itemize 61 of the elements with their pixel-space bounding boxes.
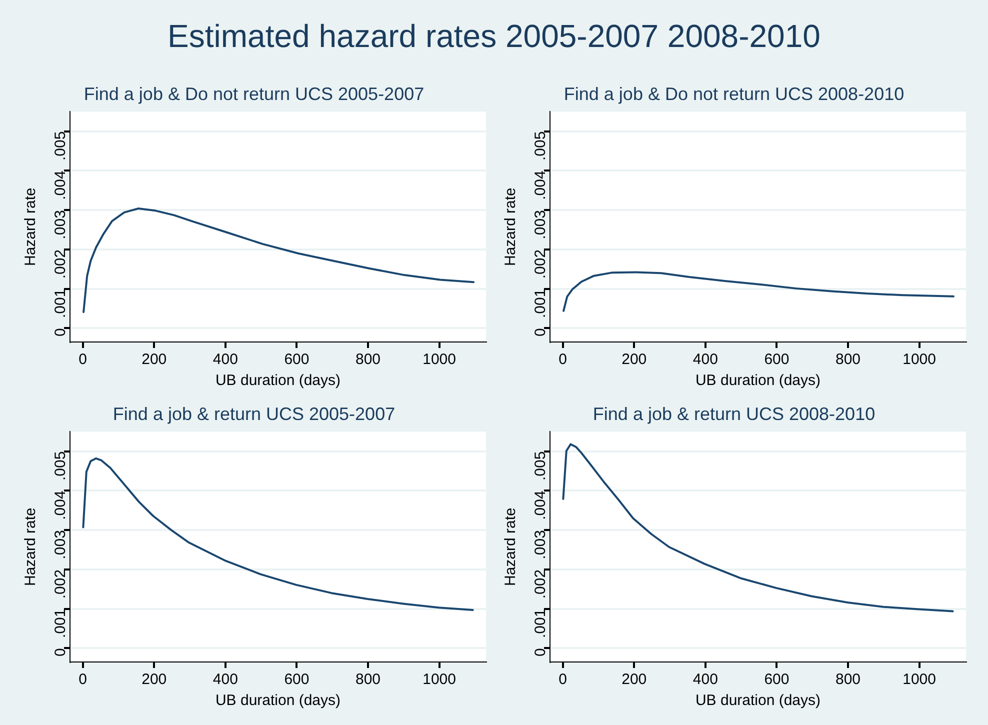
x-tick-label: 400	[692, 671, 718, 688]
y-tick-label: .002	[52, 249, 70, 279]
y-tick-label: .002	[532, 569, 550, 599]
x-tick-label: 800	[835, 671, 861, 688]
y-tick-label: .002	[52, 569, 70, 599]
x-tick-label: 200	[142, 351, 167, 368]
y-tick-label: .003	[532, 210, 550, 240]
x-tick-label: 200	[622, 351, 647, 368]
y-tick-label: .003	[52, 530, 70, 560]
y-tick-label: .003	[52, 210, 70, 240]
text: Estimated hazard rates 2005-2007 2008-2010	[166, 18, 822, 55]
x-tick-label: 800	[355, 351, 381, 368]
x-tick-label: 600	[764, 671, 790, 688]
x-axis-title: UB duration (days)	[695, 692, 821, 710]
y-tick-label: .003	[532, 530, 550, 560]
y-tick-label: .001	[532, 608, 550, 638]
y-tick-label: .005	[532, 451, 550, 480]
y-tick-label: 0	[52, 328, 70, 337]
x-tick-label: 200	[142, 671, 167, 688]
y-tick-label: .004	[52, 170, 70, 200]
y-tick-label: .004	[532, 490, 550, 520]
y-tick-label: 0	[532, 328, 550, 337]
x-tick-label: 0	[78, 671, 88, 688]
y-tick-label: .004	[52, 490, 70, 520]
x-tick-label: 1000	[902, 351, 936, 368]
y-tick-label: .005	[532, 131, 550, 160]
x-tick-label: 0	[558, 351, 568, 368]
x-tick-label: 600	[764, 351, 790, 368]
y-axis-title: Hazard rate	[502, 188, 520, 266]
y-tick-label: .001	[532, 288, 550, 318]
chart-title: Find a job & Do not return UCS 2008-2010	[564, 84, 904, 104]
chart-title: Find a job & Do not return UCS 2005-2007	[84, 84, 424, 104]
y-tick-label: .005	[52, 131, 70, 160]
x-tick-label: 800	[355, 671, 381, 688]
y-tick-label: 0	[532, 648, 550, 657]
x-tick-label: 400	[212, 671, 238, 688]
x-tick-label: 1000	[422, 671, 456, 688]
chart-title: Find a job & return UCS 2005-2007	[112, 404, 396, 424]
x-axis-title: UB duration (days)	[215, 692, 341, 710]
x-tick-label: 0	[558, 671, 568, 688]
y-tick-label: .005	[52, 451, 70, 480]
y-tick-label: .002	[532, 249, 550, 279]
x-tick-label: 0	[78, 351, 88, 368]
y-axis-title: Hazard rate	[22, 508, 40, 586]
y-tick-label: .001	[52, 608, 70, 638]
x-axis-title: UB duration (days)	[695, 372, 821, 390]
x-tick-label: 600	[284, 351, 310, 368]
y-tick-label: .001	[52, 288, 70, 318]
x-tick-label: 1000	[422, 351, 456, 368]
x-tick-label: 200	[622, 671, 647, 688]
y-axis-title: Hazard rate	[22, 188, 40, 266]
x-tick-label: 600	[284, 671, 310, 688]
y-axis-title: Hazard rate	[502, 508, 520, 586]
x-tick-label: 800	[835, 351, 861, 368]
y-tick-label: .004	[532, 170, 550, 200]
x-tick-label: 400	[212, 351, 238, 368]
y-tick-label: 0	[52, 648, 70, 657]
chart-title: Find a job & return UCS 2008-2010	[592, 404, 876, 424]
x-tick-label: 400	[692, 351, 718, 368]
x-tick-label: 1000	[902, 671, 936, 688]
x-axis-title: UB duration (days)	[215, 372, 341, 390]
